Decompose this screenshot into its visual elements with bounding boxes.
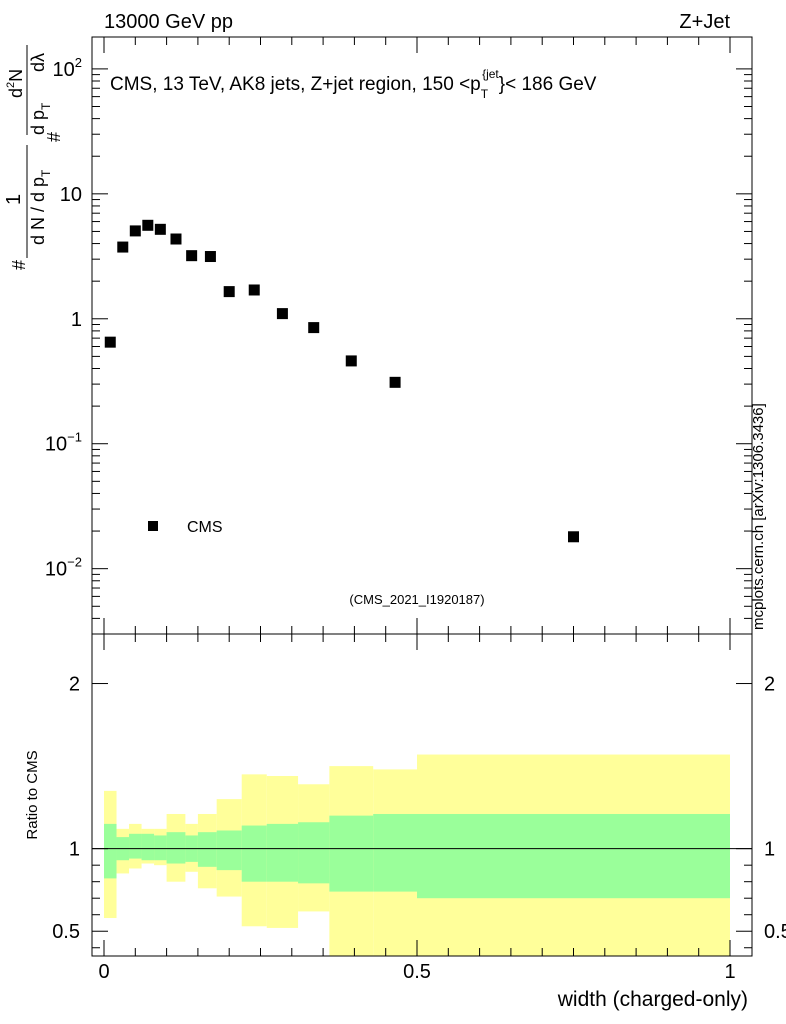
main-ylabel: # 1 d N / d pT # d2N d pT dλ (3, 45, 64, 270)
ratio-ytick-label-left: 0.5 (52, 921, 80, 943)
ylabel-denominator-sub: T (39, 169, 53, 177)
ratio-xtick-label: 1 (724, 961, 735, 983)
ratio-ytick-label-left: 2 (69, 674, 80, 696)
ylabel-dp-text: d p (28, 110, 48, 135)
ylabel-d2n: d2N (5, 69, 26, 98)
ratio-band-stat (129, 833, 142, 859)
data-point (389, 376, 401, 388)
ylabel-dlambda: dλ (28, 53, 48, 72)
ratio-band-stat (329, 815, 374, 892)
ylabel-denominator-text: d N / d p (28, 177, 48, 245)
data-point (170, 233, 182, 245)
data-point (248, 284, 260, 296)
main-ytick-label: 10 (60, 184, 82, 206)
data-point (345, 355, 357, 367)
main-ytick-label: 102 (53, 55, 82, 81)
ylabel-d: d (6, 88, 26, 98)
ylabel-hash-1: # (9, 260, 29, 270)
data-point (568, 531, 579, 543)
ratio-band-stat (373, 813, 417, 892)
header-right: Z+Jet (679, 11, 730, 33)
data-point (104, 336, 116, 348)
ratio-panel: 0.5 0.5 1 1 2 2 0 0.5 1 Ratio to CMS width (cha… (24, 633, 786, 1011)
ratio-band-stat (104, 823, 117, 879)
legend-label: CMS (187, 519, 223, 536)
ratio-xtick-label: 0.5 (403, 961, 431, 983)
data-point (223, 286, 235, 298)
ylabel-one: 1 (3, 194, 25, 205)
ratio-band-stat (216, 830, 242, 871)
ratio-band-stat (266, 823, 299, 882)
main-panel: 102 10 1 10−1 10−2 CMS, 13 TeV, AK8 jets, Z+… (3, 36, 753, 635)
data-point (117, 241, 129, 253)
data-point (142, 219, 154, 231)
data-point (308, 322, 320, 334)
ratio-band-stat (197, 832, 217, 867)
ylabel-dp: d pT (28, 102, 53, 135)
ylabel-hash-2: # (44, 132, 64, 142)
legend-marker (148, 521, 158, 531)
data-point (276, 308, 288, 320)
ratio-ytick-label-left: 1 (69, 839, 80, 861)
ylabel-dp-sub: T (39, 102, 53, 110)
header-left: 13000 GeV pp (104, 11, 233, 33)
data-point (186, 250, 198, 262)
ratio-ytick-label-right: 2 (764, 674, 775, 696)
ratio-frame (91, 633, 753, 957)
ratio-band-stat (166, 832, 186, 864)
data-point (204, 251, 216, 263)
analysis-watermark: (CMS_2021_I1920187) (349, 592, 484, 607)
ratio-band-stat (298, 822, 330, 884)
main-ytick-label: 10−1 (45, 430, 82, 456)
ratio-ytick-label-right: 1 (764, 839, 775, 861)
ratio-ylabel: Ratio to CMS (24, 750, 41, 839)
x-axis-label: width (charged-only) (557, 988, 748, 1011)
main-ytick-label: 10−2 (45, 555, 82, 581)
ylabel-N: N (6, 69, 26, 82)
plot-annotation: CMS, 13 TeV, AK8 jets, Z+jet region, 150… (110, 67, 597, 101)
main-frame (91, 36, 753, 635)
ratio-band-stat (141, 833, 155, 861)
ratio-band-stat (241, 825, 267, 882)
ratio-band-stat (417, 813, 730, 899)
ylabel-exp2: 2 (5, 82, 17, 88)
ratio-ytick-label-right: 0.5 (764, 921, 786, 943)
data-point (154, 223, 166, 235)
side-label: mcplots.cern.ch [arXiv:1306.3436] (750, 403, 767, 630)
ratio-xtick-label: 0 (98, 961, 109, 983)
ylabel-denominator: d N / d pT (28, 169, 53, 245)
ratio-band-stat (154, 835, 167, 861)
main-ytick-label: 1 (71, 309, 82, 331)
data-point (129, 225, 141, 237)
